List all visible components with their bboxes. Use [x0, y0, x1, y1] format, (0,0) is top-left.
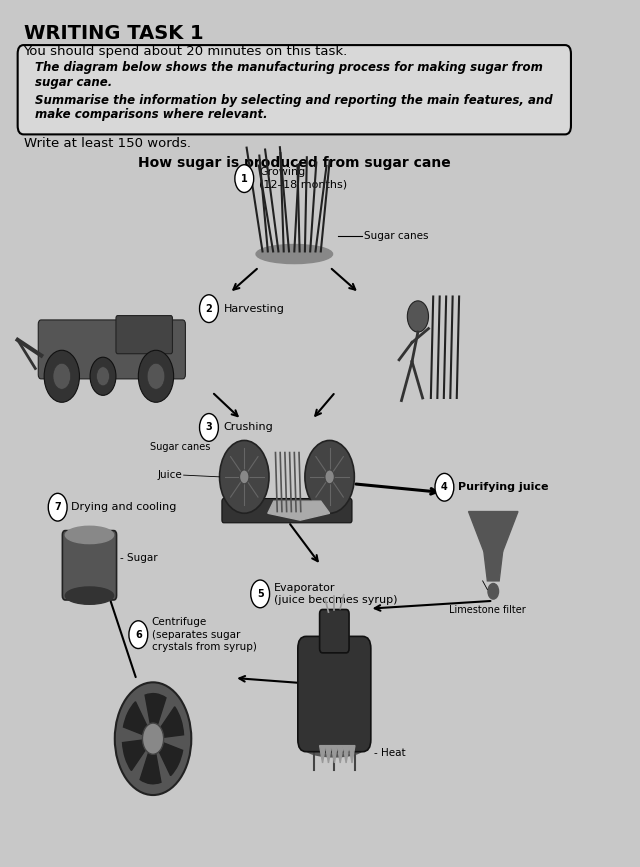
FancyBboxPatch shape — [319, 610, 349, 653]
Circle shape — [53, 363, 70, 389]
Circle shape — [129, 621, 148, 649]
Wedge shape — [153, 739, 182, 776]
Text: Drying and cooling: Drying and cooling — [70, 502, 176, 512]
Text: 7: 7 — [54, 502, 61, 512]
Text: 2: 2 — [205, 303, 212, 314]
Circle shape — [407, 301, 429, 332]
Text: Purifying juice: Purifying juice — [458, 482, 548, 492]
Text: Juice: Juice — [157, 470, 182, 480]
Wedge shape — [145, 694, 166, 739]
Text: Limestone filter: Limestone filter — [449, 605, 525, 616]
Text: How sugar is produced from sugar cane: How sugar is produced from sugar cane — [138, 156, 451, 170]
Text: Sugar canes: Sugar canes — [150, 442, 211, 453]
Wedge shape — [153, 707, 184, 739]
Circle shape — [90, 357, 116, 395]
Wedge shape — [124, 701, 153, 739]
FancyBboxPatch shape — [62, 531, 116, 600]
Text: Growing
(12–18 months): Growing (12–18 months) — [259, 167, 347, 190]
Text: 6: 6 — [135, 629, 141, 640]
Text: - Sugar: - Sugar — [120, 553, 157, 564]
Circle shape — [115, 682, 191, 795]
Text: Sugar canes: Sugar canes — [364, 231, 428, 241]
Circle shape — [97, 367, 109, 386]
Circle shape — [44, 350, 79, 402]
Text: Crushing: Crushing — [223, 422, 273, 433]
Text: make comparisons where relevant.: make comparisons where relevant. — [35, 108, 268, 121]
Polygon shape — [332, 746, 337, 763]
Text: Harvesting: Harvesting — [223, 303, 285, 314]
Circle shape — [305, 440, 355, 513]
Polygon shape — [484, 551, 502, 581]
Text: 5: 5 — [257, 589, 264, 599]
Polygon shape — [468, 512, 518, 551]
Circle shape — [239, 470, 249, 484]
Text: - Heat: - Heat — [374, 747, 406, 758]
Circle shape — [200, 295, 218, 323]
Text: Write at least 150 words.: Write at least 150 words. — [24, 137, 191, 150]
Circle shape — [200, 414, 218, 441]
Text: 4: 4 — [441, 482, 448, 492]
Ellipse shape — [65, 587, 114, 604]
Circle shape — [220, 440, 269, 513]
FancyBboxPatch shape — [18, 45, 571, 134]
Circle shape — [325, 470, 334, 484]
Circle shape — [138, 350, 173, 402]
Polygon shape — [349, 746, 355, 763]
Circle shape — [143, 723, 164, 754]
Polygon shape — [319, 746, 326, 763]
Polygon shape — [343, 746, 349, 763]
FancyBboxPatch shape — [222, 499, 352, 523]
Circle shape — [147, 363, 165, 389]
Text: 1: 1 — [241, 173, 248, 184]
Text: Evaporator
(juice becomes syrup): Evaporator (juice becomes syrup) — [274, 583, 397, 605]
Text: You should spend about 20 minutes on this task.: You should spend about 20 minutes on thi… — [24, 45, 348, 58]
Text: sugar cane.: sugar cane. — [35, 76, 113, 89]
FancyBboxPatch shape — [38, 320, 186, 379]
Polygon shape — [268, 501, 330, 520]
Polygon shape — [326, 746, 332, 763]
Text: 3: 3 — [205, 422, 212, 433]
Ellipse shape — [305, 740, 364, 757]
Circle shape — [235, 165, 253, 192]
Circle shape — [48, 493, 67, 521]
Wedge shape — [122, 739, 153, 771]
Text: Summarise the information by selecting and reporting the main features, and: Summarise the information by selecting a… — [35, 94, 553, 107]
Circle shape — [488, 583, 499, 599]
Text: Centrifuge
(separates sugar
crystals from syrup): Centrifuge (separates sugar crystals fro… — [152, 617, 257, 652]
Circle shape — [251, 580, 269, 608]
Polygon shape — [337, 746, 343, 763]
Ellipse shape — [256, 244, 333, 264]
Text: WRITING TASK 1: WRITING TASK 1 — [24, 24, 203, 43]
Wedge shape — [140, 739, 161, 784]
Text: The diagram below shows the manufacturing process for making sugar from: The diagram below shows the manufacturin… — [35, 61, 543, 74]
Circle shape — [435, 473, 454, 501]
Ellipse shape — [65, 526, 114, 544]
FancyBboxPatch shape — [116, 316, 172, 354]
FancyBboxPatch shape — [298, 636, 371, 752]
